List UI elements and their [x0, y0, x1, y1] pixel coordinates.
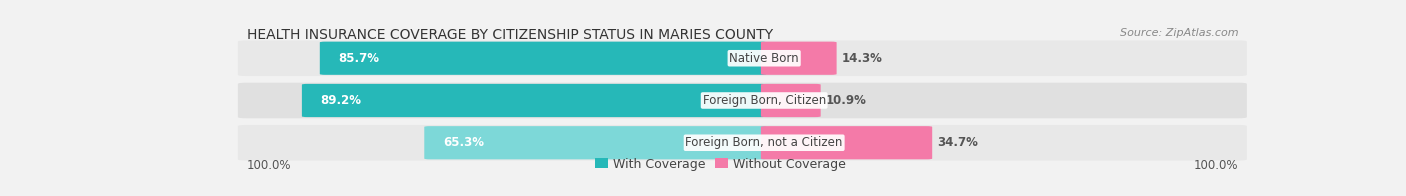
FancyBboxPatch shape: [761, 84, 821, 117]
Text: Native Born: Native Born: [730, 52, 799, 65]
FancyBboxPatch shape: [238, 40, 1247, 76]
Text: 14.3%: 14.3%: [842, 52, 883, 65]
FancyBboxPatch shape: [761, 126, 932, 159]
Text: 89.2%: 89.2%: [321, 94, 361, 107]
FancyBboxPatch shape: [425, 126, 766, 159]
Legend: With Coverage, Without Coverage: With Coverage, Without Coverage: [591, 153, 851, 176]
Text: Foreign Born, not a Citizen: Foreign Born, not a Citizen: [686, 136, 842, 149]
Text: 10.9%: 10.9%: [827, 94, 868, 107]
Text: HEALTH INSURANCE COVERAGE BY CITIZENSHIP STATUS IN MARIES COUNTY: HEALTH INSURANCE COVERAGE BY CITIZENSHIP…: [246, 28, 773, 42]
FancyBboxPatch shape: [302, 84, 766, 117]
Text: Foreign Born, Citizen: Foreign Born, Citizen: [703, 94, 825, 107]
Text: 65.3%: 65.3%: [443, 136, 484, 149]
FancyBboxPatch shape: [238, 125, 1247, 161]
FancyBboxPatch shape: [319, 42, 766, 75]
FancyBboxPatch shape: [238, 83, 1247, 118]
FancyBboxPatch shape: [761, 42, 837, 75]
Text: 100.0%: 100.0%: [246, 159, 291, 172]
Text: 34.7%: 34.7%: [938, 136, 979, 149]
Text: 100.0%: 100.0%: [1194, 159, 1239, 172]
Text: Source: ZipAtlas.com: Source: ZipAtlas.com: [1119, 28, 1239, 38]
Text: 85.7%: 85.7%: [339, 52, 380, 65]
